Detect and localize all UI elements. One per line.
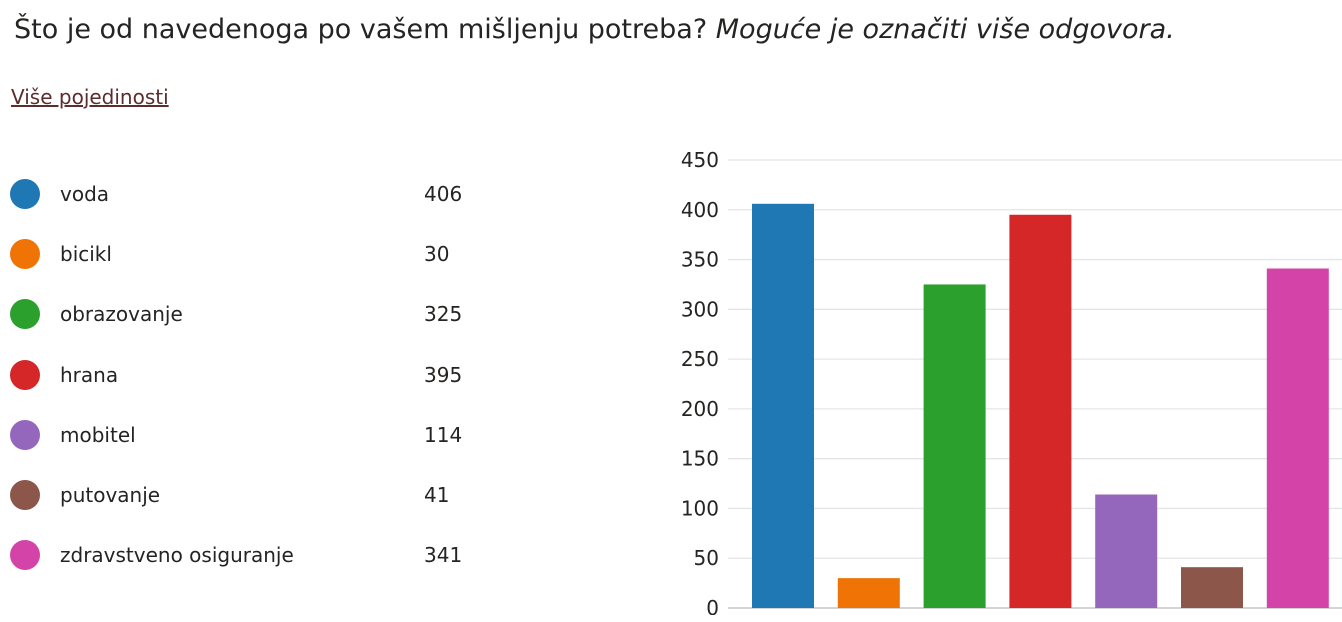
y-tick-label: 50 — [694, 546, 719, 570]
legend-color-dot — [10, 239, 40, 270]
question-text: Što je od navedenoga po vašem mišljenju … — [14, 14, 708, 45]
legend-label: bicikl — [60, 242, 112, 267]
more-details-link[interactable]: Više pojedinosti — [11, 85, 169, 109]
legend-color-dot — [10, 359, 40, 390]
legend-count: 30 — [424, 242, 450, 267]
y-tick-label: 350 — [681, 248, 719, 272]
y-tick-label: 300 — [681, 297, 719, 321]
legend-count: 114 — [424, 422, 463, 447]
bar[interactable] — [1095, 494, 1158, 608]
legend-item: putovanje 41 — [10, 478, 480, 512]
y-tick-label: 450 — [681, 148, 719, 172]
chart-legend: voda 406 bicikl 30 obrazovanje 325 hrana 395 mob… — [10, 0, 490, 622]
legend-count: 341 — [424, 543, 463, 568]
y-tick-label: 0 — [706, 596, 719, 615]
bar[interactable] — [1009, 214, 1072, 608]
bar[interactable] — [752, 203, 814, 608]
legend-color-dot — [10, 540, 40, 571]
legend-item: hrana 395 — [10, 358, 480, 392]
legend-count: 395 — [424, 362, 463, 387]
legend-label: obrazovanje — [60, 302, 183, 327]
y-tick-label: 400 — [681, 198, 719, 222]
question-title: Što je od navedenoga po vašem mišljenju … — [14, 10, 1175, 50]
legend-item: bicikl 30 — [10, 237, 480, 271]
legend-label: zdravstveno osiguranje — [60, 543, 294, 568]
legend-color-dot — [10, 299, 40, 330]
question-hint: Moguće je označiti više odgovora. — [715, 14, 1175, 45]
legend-label: hrana — [60, 362, 119, 387]
legend-item: obrazovanje 325 — [10, 297, 480, 331]
legend-count: 41 — [424, 483, 450, 507]
y-tick-label: 200 — [681, 397, 719, 421]
legend-label: voda — [60, 182, 110, 206]
y-tick-label: 100 — [681, 496, 719, 520]
bar[interactable] — [1266, 268, 1329, 608]
legend-item: voda 406 — [10, 177, 480, 211]
legend-count: 406 — [424, 182, 463, 206]
bar-chart: 0 50 100 150 200 250 300 350 400 450 — [681, 148, 1342, 615]
legend-color-dot — [10, 419, 40, 450]
legend-color-dot — [10, 480, 40, 510]
bar[interactable] — [837, 578, 900, 608]
bar[interactable] — [1181, 567, 1243, 608]
legend-color-dot — [10, 179, 40, 209]
legend-label: putovanje — [60, 483, 161, 507]
legend-item: mobitel 114 — [10, 418, 480, 452]
bar[interactable] — [923, 284, 986, 608]
y-tick-label: 250 — [681, 347, 719, 371]
y-tick-label: 150 — [681, 447, 719, 471]
legend-label: mobitel — [60, 422, 136, 447]
legend-count: 325 — [424, 302, 463, 327]
legend-item: zdravstveno osiguranje 341 — [10, 538, 480, 572]
